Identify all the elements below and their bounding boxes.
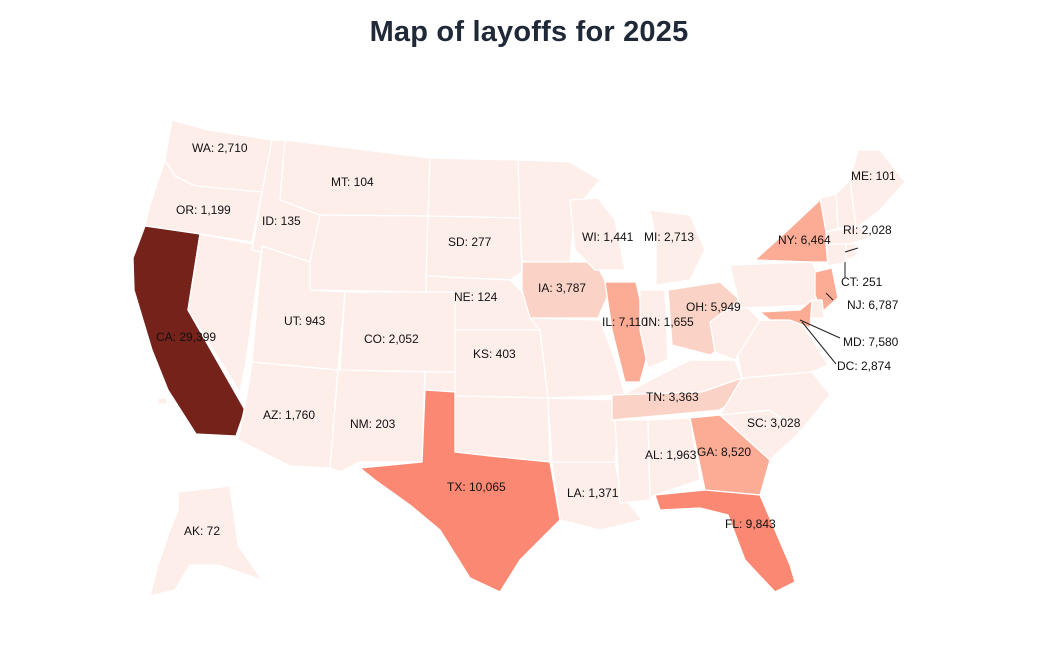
state-ri — [845, 243, 857, 261]
label-ny: NY: 6,464 — [778, 233, 831, 247]
label-tx: TX: 10,065 — [447, 480, 506, 494]
label-me: ME: 101 — [851, 169, 896, 183]
state-al — [647, 417, 701, 499]
state-wv — [709, 299, 761, 361]
state-md — [759, 299, 813, 329]
state-or — [144, 159, 263, 243]
state-ct — [825, 243, 847, 267]
state-mi — [649, 209, 706, 286]
label-mi: MI: 2,713 — [644, 230, 694, 244]
label-ne: NE: 124 — [454, 290, 498, 304]
label-az: AZ: 1,760 — [263, 408, 315, 422]
state-la — [551, 461, 643, 531]
map-title: Map of layoffs for 2025 — [369, 16, 689, 48]
label-mt: MT: 104 — [331, 175, 374, 189]
label-nj: NJ: 6,787 — [847, 298, 899, 312]
state-ks — [454, 329, 549, 399]
leader-line — [844, 247, 859, 253]
label-ga: GA: 8,520 — [697, 445, 751, 459]
state-wi — [569, 197, 626, 271]
state-tx — [359, 389, 561, 593]
state-ma — [825, 225, 871, 247]
label-ri: RI: 2,028 — [843, 223, 892, 237]
label-il: IL: 7,110 — [602, 315, 648, 329]
label-ca: CA: 29,399 — [156, 330, 216, 344]
leader-line — [825, 292, 834, 301]
label-sd: SD: 277 — [448, 235, 492, 249]
label-la: LA: 1,371 — [567, 486, 619, 500]
state-sd — [425, 215, 523, 281]
state-hi — [157, 397, 169, 405]
label-wi: WI: 1,441 — [582, 230, 634, 244]
leader-line — [801, 321, 837, 365]
label-or: OR: 1,199 — [176, 203, 231, 217]
label-al: AL: 1,963 — [645, 448, 697, 462]
state-ms — [614, 419, 651, 504]
state-il — [604, 281, 651, 383]
label-ak: AK: 72 — [184, 524, 220, 538]
label-wa: WA: 2,710 — [192, 141, 248, 155]
label-co: CO: 2,052 — [364, 332, 419, 346]
state-wy — [309, 214, 429, 293]
state-ga — [689, 414, 771, 496]
state-mn — [517, 159, 601, 263]
label-ct: CT: 251 — [841, 275, 883, 289]
label-sc: SC: 3,028 — [747, 416, 801, 430]
state-ar — [547, 397, 621, 463]
label-dc: DC: 2,874 — [837, 359, 891, 373]
label-id: ID: 135 — [262, 214, 301, 228]
state-nv — [187, 233, 263, 393]
label-ut: UT: 943 — [284, 314, 326, 328]
state-fl — [654, 489, 796, 593]
label-ia: IA: 3,787 — [538, 281, 586, 295]
label-md: MD: 7,580 — [843, 335, 899, 349]
label-nm: NM: 203 — [350, 417, 396, 431]
state-ak — [149, 485, 263, 597]
label-ks: KS: 403 — [473, 347, 516, 361]
label-oh: OH: 5,949 — [686, 300, 741, 314]
label-fl: FL: 9,843 — [725, 517, 776, 531]
label-tn: TN: 3,363 — [646, 390, 699, 404]
label-in: IN: 1,655 — [645, 315, 694, 329]
state-nd — [427, 157, 521, 219]
state-in — [639, 289, 669, 369]
state-me — [849, 149, 906, 229]
leader-line — [799, 319, 841, 339]
